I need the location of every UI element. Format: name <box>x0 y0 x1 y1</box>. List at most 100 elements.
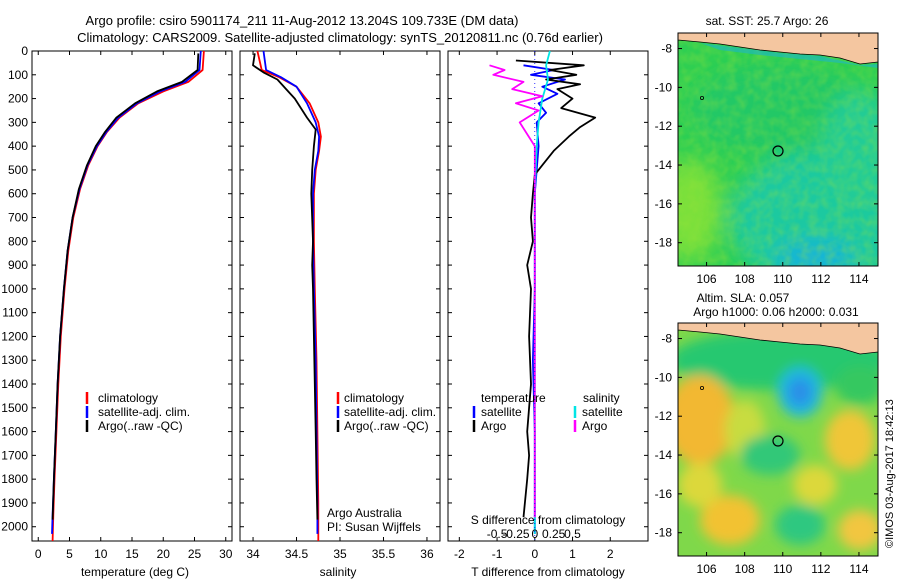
map-y-tick-label: -14 <box>655 158 673 172</box>
difference-xlabel: T difference from climatology <box>471 565 625 579</box>
y-tick-label: 100 <box>8 68 28 82</box>
y-tick-label: 1200 <box>1 329 28 343</box>
annotation-argo-australia: Argo Australia <box>327 506 402 520</box>
y-tick-label: 700 <box>8 211 28 225</box>
sst-map-title: sat. SST: 25.7 Argo: 26 <box>706 14 829 28</box>
map-x-tick-label: 114 <box>849 272 868 286</box>
sla-map-frame <box>677 322 879 557</box>
java-coast-shelf <box>700 43 878 68</box>
legend-label-argo: Argo(..raw -QC) <box>344 419 429 433</box>
map-x-tick-label: 106 <box>697 562 717 576</box>
temperature-legend: climatology satellite-adj. clim. Argo(..… <box>85 391 190 433</box>
annotation-pi: PI: Susan Wijffels <box>327 520 421 534</box>
series-line-argo-raw-qc- <box>51 53 200 520</box>
legend-label-climatology: climatology <box>98 391 158 405</box>
y-tick-label: 1000 <box>1 282 28 296</box>
sst-profile-marker <box>772 145 784 157</box>
legend-title-temperature: temperature <box>481 391 546 405</box>
x-tick-label: 30 <box>219 547 233 561</box>
legend-label-satellite: satellite-adj. clim. <box>98 405 190 419</box>
s-diff-tick-label: 0.25 <box>542 527 566 541</box>
temperature-panel <box>31 50 233 542</box>
salinity-plot: 34 34.5 35 35.5 36 <box>240 50 440 561</box>
legend-label-argo: Argo(..raw -QC) <box>98 419 183 433</box>
sla-coast-land <box>678 323 878 355</box>
map-x-tick-label: 112 <box>811 272 830 286</box>
y-tick-label: 500 <box>8 163 28 177</box>
y-tick-label: 400 <box>8 139 28 153</box>
sla-map-title-line2: Argo h1000: 0.06 h2000: 0.031 <box>693 305 859 319</box>
difference-xlabel-top: S difference from climatology <box>471 513 626 527</box>
y-tick-label: 2000 <box>1 520 28 534</box>
x-tick-label: 35 <box>333 547 347 561</box>
salinity-xlabel: salinity <box>320 565 357 579</box>
map-y-tick-label: -16 <box>655 487 673 501</box>
x-tick-label: 1 <box>569 547 576 561</box>
x-tick-label: 25 <box>188 547 202 561</box>
map-x-tick-label: 110 <box>773 272 792 286</box>
y-tick-label: 300 <box>8 115 28 129</box>
x-tick-label: -1 <box>492 547 503 561</box>
map-y-tick-label: -10 <box>655 370 673 384</box>
y-tick-label: 1400 <box>1 377 28 391</box>
sla-map-title-line1: Altim. SLA: 0.057 <box>697 291 790 305</box>
x-tick-label: 10 <box>94 547 108 561</box>
map-x-tick-label: 112 <box>811 562 830 576</box>
sst-field-speckle <box>678 33 878 266</box>
map-x-tick-label: 110 <box>773 562 792 576</box>
series-line-argo-raw-qc- <box>252 53 319 520</box>
figure-title-line1: Argo profile: csiro 5901174_211 11-Aug-2… <box>86 13 519 28</box>
x-tick-label: 5 <box>66 547 73 561</box>
y-tick-label: 600 <box>8 187 28 201</box>
sla-map-axes: 106 108 110 112 114 -8 -10 -12 -14 -16 -18 <box>655 323 878 576</box>
y-tick-label: 1500 <box>1 401 28 415</box>
s-diff-tick-label: -0.5 <box>487 527 508 541</box>
imos-credit: ©IMOS 03-Aug-2017 18:42:13 <box>884 399 896 548</box>
map-y-tick-label: -10 <box>655 80 673 94</box>
map-x-tick-label: 108 <box>735 562 755 576</box>
sst-map-frame <box>677 32 879 267</box>
map-y-tick-label: -12 <box>655 119 673 133</box>
salinity-panel <box>239 50 441 542</box>
salinity-legend: climatology satellite-adj. clim. Argo(..… <box>327 391 436 534</box>
y-tick-label: 1800 <box>1 472 28 486</box>
temperature-xlabel: temperature (deg C) <box>81 565 189 579</box>
y-tick-label: 1900 <box>1 496 28 510</box>
y-tick-label: 800 <box>8 234 28 248</box>
difference-plot: -2 -1 0 1 2 -0.5-0.25 0 0.250.5 <box>448 50 648 561</box>
legend-label-climatology: climatology <box>344 391 404 405</box>
y-tick-label: 200 <box>8 92 28 106</box>
map-y-tick-label: -8 <box>661 332 672 346</box>
sla-profile-marker <box>772 435 784 447</box>
map-y-tick-label: -16 <box>655 197 673 211</box>
x-tick-label: -2 <box>454 547 465 561</box>
temperature-plot: 0100200300400500600700800900100011001200… <box>1 44 232 561</box>
y-tick-label: 900 <box>8 258 28 272</box>
x-tick-label: 20 <box>157 547 171 561</box>
x-tick-label: 2 <box>607 547 614 561</box>
legend-label-satellite: satellite-adj. clim. <box>344 405 436 419</box>
x-tick-label: 15 <box>125 547 139 561</box>
map-y-tick-label: -14 <box>655 448 673 462</box>
y-tick-label: 0 <box>21 44 28 58</box>
x-tick-label: 34 <box>246 547 260 561</box>
s-diff-tick-label: -0.25 <box>502 527 530 541</box>
series-line-salinity-argo <box>489 64 544 518</box>
legend-label-s-satellite: satellite <box>582 405 623 419</box>
java-coast-land <box>678 33 878 65</box>
legend-title-salinity: salinity <box>583 391 620 405</box>
x-tick-label: 0 <box>35 547 42 561</box>
figure-title-line2: Climatology: CARS2009. Satellite-adjuste… <box>77 30 603 45</box>
x-tick-label: 0 <box>531 547 538 561</box>
sst-small-island <box>700 96 705 101</box>
map-x-tick-label: 106 <box>697 272 717 286</box>
y-tick-label: 1700 <box>1 448 28 462</box>
sla-map <box>678 323 878 556</box>
map-y-tick-label: -8 <box>661 42 672 56</box>
legend-label-s-argo: Argo <box>582 419 608 433</box>
s-diff-tick-label: 0 <box>531 527 538 541</box>
x-tick-label: 34.5 <box>285 547 309 561</box>
legend-label-t-satellite: satellite <box>481 405 522 419</box>
sst-map <box>678 33 878 266</box>
series-line-satellite-adj-clim- <box>262 50 321 534</box>
